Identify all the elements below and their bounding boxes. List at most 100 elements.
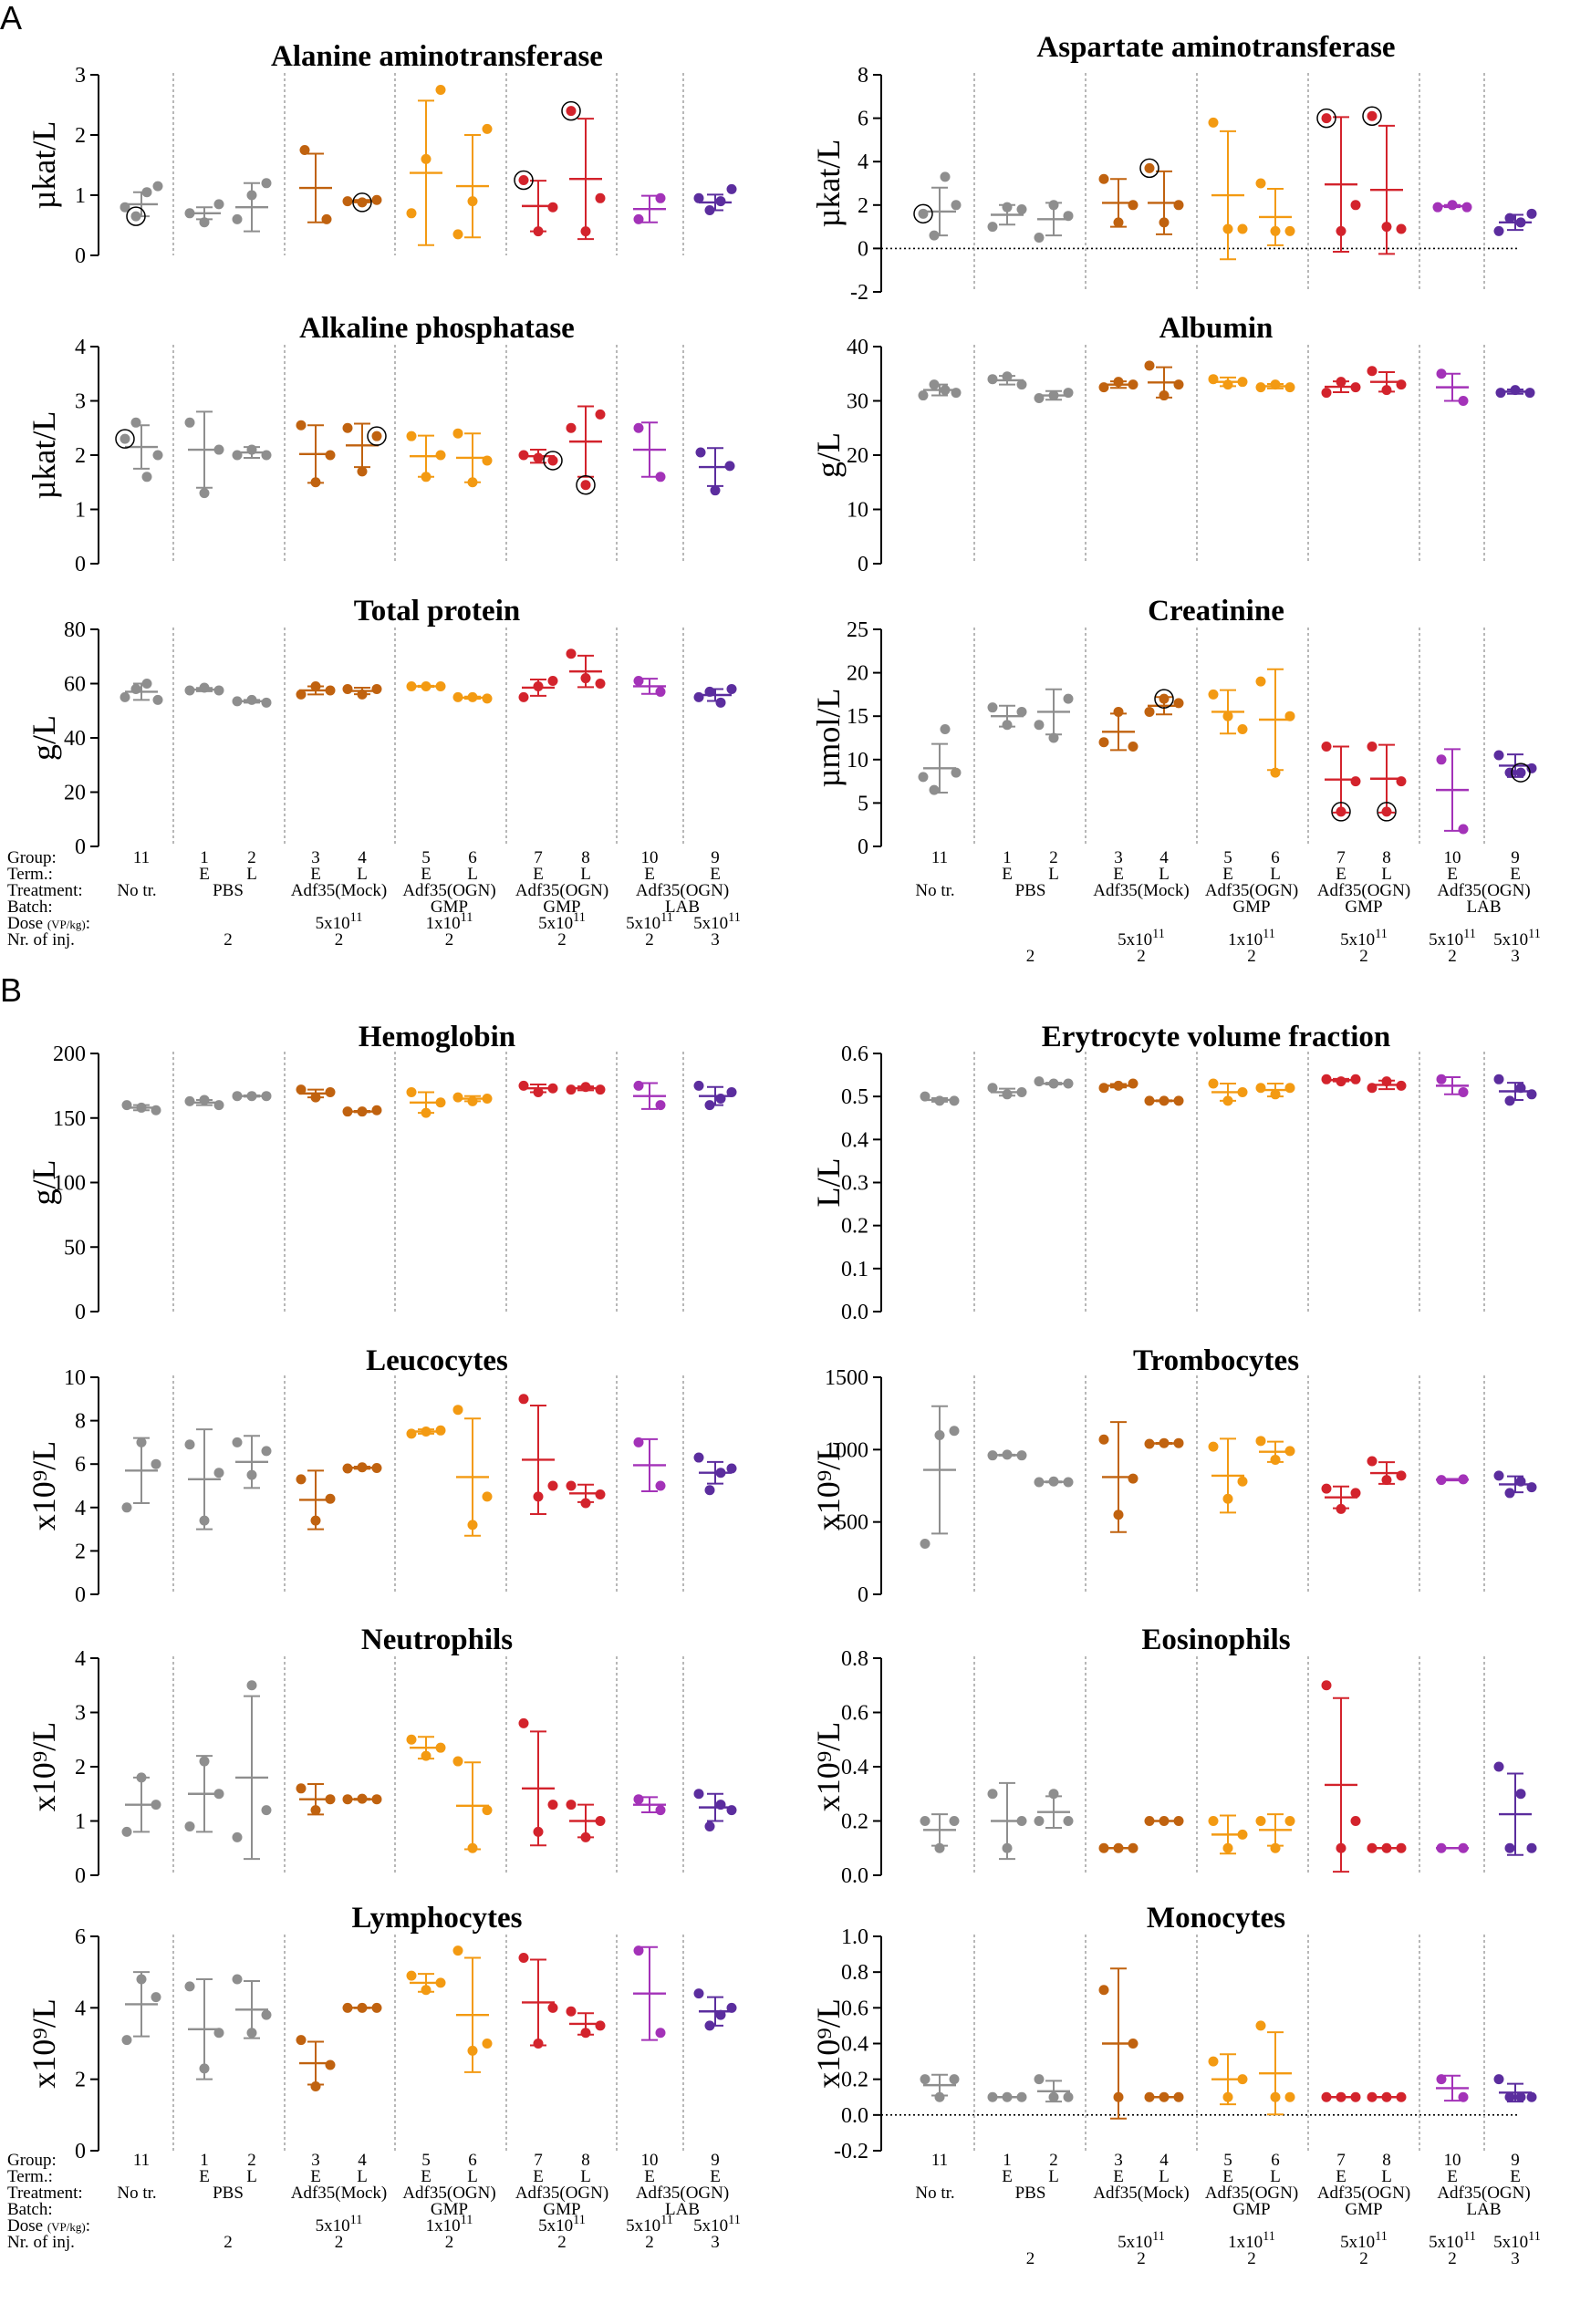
data-point [518, 1953, 529, 1963]
footer-L-946: Group:Term.:Treatment:Batch:Dose (VP/kg)… [7, 848, 741, 949]
data-point [1493, 1761, 1504, 1772]
data-point [199, 1756, 210, 1767]
footer-batch: LAB [1467, 2200, 1502, 2219]
data-point [951, 200, 962, 211]
data-point [325, 685, 336, 696]
data-point [482, 455, 493, 466]
y-axis-label-neu: x10⁹/L [26, 1722, 62, 1812]
data-point [130, 211, 141, 222]
highlight-ring [126, 206, 146, 226]
data-point [435, 450, 446, 461]
data-point [121, 1100, 132, 1111]
data-point [920, 1816, 931, 1826]
footer-injections: 2 [1026, 2249, 1035, 2268]
footer-term: E [533, 865, 544, 884]
data-point [199, 1515, 210, 1526]
data-point [1515, 767, 1526, 778]
footer-injections: 2 [1359, 2249, 1368, 2268]
data-point [1336, 1076, 1346, 1087]
data-point [357, 197, 368, 208]
data-point [1063, 1078, 1074, 1089]
data-point [934, 1095, 945, 1106]
data-point [1016, 1816, 1027, 1826]
data-point [121, 1826, 132, 1837]
data-point [296, 1084, 307, 1095]
footer-group-number: 9 [1511, 848, 1520, 867]
data-point [141, 472, 152, 482]
data-point [1208, 2056, 1219, 2067]
data-point [406, 208, 417, 219]
data-point [1350, 776, 1361, 787]
data-point [1515, 1476, 1526, 1487]
y-tick-label: 2 [75, 2069, 86, 2092]
footer-dose: 5x1011 [1118, 2229, 1165, 2252]
data-point [357, 1462, 368, 1473]
data-point [715, 1468, 726, 1478]
footer-treatment: Adf35(OGN) [636, 2184, 729, 2203]
footer-treatment: Adf35(OGN) [1205, 881, 1298, 900]
data-point [1113, 377, 1124, 388]
footer-row-label: Group: [7, 848, 57, 867]
data-point [1350, 1816, 1361, 1826]
y-axis-label-trom: x10⁹/L [810, 1441, 847, 1531]
footer-group-number: 5 [421, 2151, 431, 2170]
chart-title-eos: Eosinophils [1141, 1624, 1290, 1656]
data-point [1002, 202, 1013, 213]
data-point [1063, 2091, 1074, 2102]
chart-title-ast: Aspartate aminotransferase [1036, 31, 1395, 64]
y-tick-label: 6 [858, 108, 868, 131]
data-point [342, 2002, 353, 2013]
footer-group-number: 8 [1382, 848, 1391, 867]
data-point [232, 1437, 243, 1447]
data-point [695, 447, 706, 458]
data-point [1098, 1434, 1109, 1445]
footer-treatment: PBS [1015, 2184, 1046, 2203]
data-point [452, 1405, 463, 1416]
data-point [1098, 1985, 1109, 1996]
footer-term: E [1002, 2167, 1013, 2186]
footer-term: L [246, 865, 257, 884]
data-point [920, 2074, 931, 2085]
highlight-ring [561, 100, 581, 121]
chart-mono: Monocytes -0.2 0.0 0.2 0.4 0.6 0.8 1.0 x10⁹/L [810, 1902, 1537, 2163]
data-point [1016, 1450, 1027, 1461]
footer-injections: 2 [224, 2233, 233, 2252]
footer-group-number: 10 [1444, 848, 1461, 867]
data-point [1173, 698, 1184, 709]
y-tick-label: 0 [858, 835, 868, 859]
data-point [246, 1680, 257, 1691]
data-point [580, 2028, 591, 2039]
data-point [1063, 1477, 1074, 1488]
data-point [715, 1800, 726, 1810]
data-point [633, 1080, 644, 1091]
data-point [325, 450, 336, 461]
footer-group-number: 4 [1159, 2151, 1169, 2170]
data-point [566, 2006, 577, 2017]
footer-group-number: 8 [581, 2151, 590, 2170]
y-tick-label: 0.0 [841, 2104, 868, 2128]
y-tick-label: 0 [75, 1864, 86, 1888]
data-point [406, 1734, 417, 1745]
footer-group-number: 7 [1336, 2151, 1346, 2170]
data-point [1504, 1842, 1515, 1853]
footer-batch: GMP [431, 2200, 468, 2219]
y-tick-label: 0 [75, 2140, 86, 2163]
data-point [1063, 1816, 1074, 1826]
footer-row-label: Dose (VP/kg): [7, 2216, 90, 2236]
footer-treatment: Adf35(OGN) [515, 2184, 608, 2203]
data-point [724, 461, 735, 472]
footer-injections: 2 [1247, 947, 1256, 966]
data-point [1270, 1842, 1281, 1853]
data-point [1350, 2091, 1361, 2102]
footer-group-number: 6 [1271, 2151, 1280, 2170]
y-tick-label: 2 [75, 444, 86, 468]
footer-term: L [1159, 2167, 1170, 2186]
data-point [1284, 711, 1295, 721]
data-point [710, 485, 721, 496]
footer-group-number: 6 [468, 2151, 477, 2170]
footer-term: E [1447, 2167, 1458, 2186]
data-point [1208, 1816, 1219, 1826]
data-point [152, 181, 163, 192]
data-point [518, 450, 529, 461]
